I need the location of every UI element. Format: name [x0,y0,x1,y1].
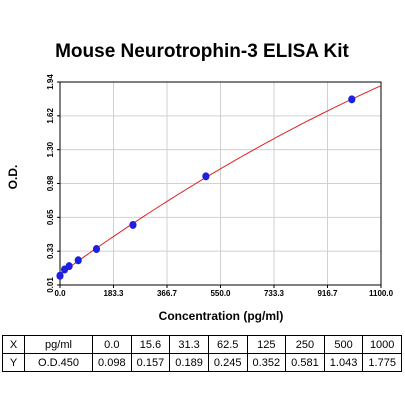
x-tick-label: 183.3 [103,289,124,298]
table-cell: 0.189 [169,353,209,372]
table-cell: 0.581 [285,353,325,372]
table-cell: 500 [323,335,364,354]
table-cell: 1.043 [323,353,364,372]
table-row-y: Y O.D.450 0.098 0.157 0.189 0.245 0.352 … [2,353,402,372]
table-cell: 0.245 [207,353,248,372]
y-tick-label: 0.33 [46,243,55,259]
chart-title: Mouse Neurotrophin-3 ELISA Kit [55,41,349,62]
table-cell: 1000 [362,335,402,354]
table-cell: pg/ml [24,335,93,354]
chart: Mouse Neurotrophin-3 ELISA Kit O.D. Conc… [6,41,394,323]
x-tick-label: 0.0 [54,289,66,298]
table-cell: 0.0 [92,335,132,354]
x-tick-label: 916.7 [317,289,338,298]
data-points [56,95,356,280]
y-tick-label: 1.94 [46,74,55,90]
table-cell: 0.352 [246,353,287,372]
data-point [65,262,73,271]
table-cell: Y [2,353,25,372]
x-tick-label: 1100.0 [369,289,394,298]
data-point [92,245,101,254]
x-tick-label: 733.3 [264,289,285,298]
table-cell: 0.157 [130,353,171,372]
data-point [129,220,137,229]
data-point [56,271,64,280]
y-tick-label: 0.01 [46,277,55,293]
table-cell: O.D.450 [24,353,93,372]
fit-curve [59,85,382,275]
grid [60,82,381,285]
x-tick-label: 550.0 [210,289,231,298]
table-row-x: X pg/ml 0.0 15.6 31.3 62.5 125 250 500 1… [2,335,402,354]
table-cell: 31.3 [169,335,209,354]
table-cell: 62.5 [207,335,248,354]
y-tick-label: 1.30 [46,141,55,157]
x-tick-label: 366.7 [157,289,178,298]
y-axis-label: O.D. [6,165,20,190]
data-point [202,172,210,181]
table-cell: X [2,335,25,354]
data-point [348,95,356,104]
table-cell: 125 [246,335,287,354]
y-tick-label: 0.98 [46,175,55,191]
x-axis-label: Concentration (pg/ml) [159,309,284,323]
data-point [74,256,82,265]
y-tick-label: 1.62 [46,108,55,124]
table-cell: 250 [285,335,325,354]
table-cell: 0.098 [92,353,132,372]
table-cell: 15.6 [130,335,171,354]
data-table: X pg/ml 0.0 15.6 31.3 62.5 125 250 500 1… [2,335,402,372]
y-tick-label: 0.65 [46,209,55,225]
table-cell: 1.775 [362,353,402,372]
axis-ticks: 0.0 183.3 366.7 550.0 733.3 916.7 1100.0 0.01 0.… [46,74,394,298]
